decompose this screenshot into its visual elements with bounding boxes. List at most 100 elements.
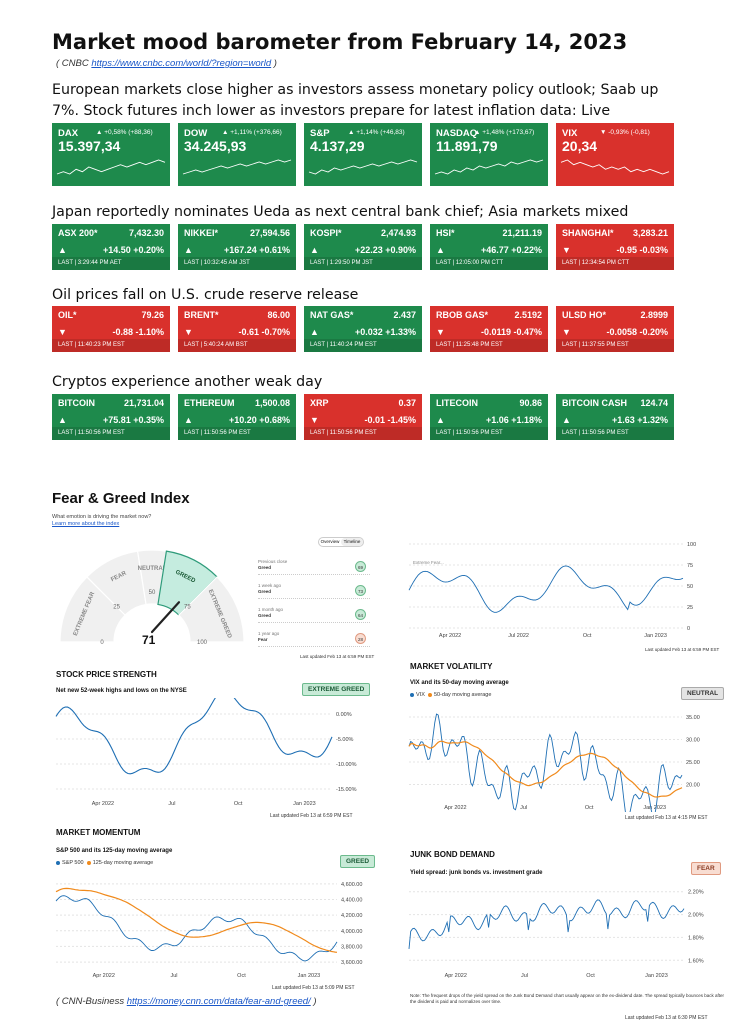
history-label: 1 month ago: [258, 607, 284, 612]
gauge-label: NEUTRAL: [138, 566, 167, 572]
y-tick-label: 0.00%: [336, 712, 352, 718]
volatility-legend: VIX 50-day moving average: [410, 692, 491, 698]
quote-tile-litecoin[interactable]: LITECOIN 90.86 ▲ +1.06 +1.18% LAST | 11:50:5…: [430, 394, 548, 440]
tile-price: 90.86: [519, 398, 542, 408]
tile-sparkline: [182, 159, 292, 175]
quote-tile-natgas[interactable]: NAT GAS* 2.437 ▲ +0.032 +1.33% LAST | 11:40:…: [304, 306, 422, 352]
arrow-down-icon: ▼: [184, 327, 193, 337]
tile-timestamp: LAST | 11:50:56 PM EST: [430, 427, 548, 440]
quote-tile-bitcoincash[interactable]: BITCOIN CASH 124.74 ▲ +1.63 +1.32% LAST | 11…: [556, 394, 674, 440]
arrow-up-icon: ▲: [184, 245, 193, 255]
quote-tile-shanghai[interactable]: SHANGHAI* 3,283.21 ▼ -0.95 -0.03% LAST | 12:…: [556, 224, 674, 270]
arrow-down-icon: ▼: [58, 327, 67, 337]
x-tick-label: Jul: [521, 973, 528, 979]
cnn-link[interactable]: https://money.cnn.com/data/fear-and-gree…: [126, 996, 311, 1007]
quote-tile-rbobgas[interactable]: RBOB GAS* 2.5192 ▼ -0.0119 -0.47% LAST | 11:…: [430, 306, 548, 352]
x-tick-label: Jan 2023: [293, 801, 316, 807]
gauge-value: 71: [142, 633, 156, 647]
tile-change: -0.01 -1.45%: [364, 415, 416, 425]
tile-price: 4.137,29: [310, 138, 365, 154]
tile-timestamp: LAST | 3:29:44 PM AET: [52, 257, 170, 270]
index-tile-nasdaq[interactable]: NASDAQ ▲ +1,48% (+173,67) 11.891,79: [430, 123, 548, 186]
cnn-suffix: ): [310, 996, 317, 1007]
index-tile-dax[interactable]: DAX ▲ +0,58% (+88,36) 15.397,34: [52, 123, 170, 186]
history-state: Greed: [258, 565, 272, 570]
tile-name: XRP: [310, 398, 329, 408]
quote-tile-ethereum[interactable]: ETHEREUM 1,500.08 ▲ +10.20 +0.68% LAST | 11:…: [178, 394, 296, 440]
tile-change: +1.63 +1.32%: [611, 415, 668, 425]
tile-price: 2,474.93: [380, 228, 416, 238]
tile-change: +167.24 +0.61%: [223, 245, 290, 255]
tile-price: 0.37: [398, 398, 416, 408]
x-tick-label: Oct: [583, 633, 592, 639]
history-state: Greed: [258, 589, 272, 594]
stock-strength-subtitle: Net new 52-week highs and lows on the NY…: [56, 688, 187, 694]
quote-tile-asx200[interactable]: ASX 200* 7,432.30 ▲ +14.50 +0.20% LAST | 3:2…: [52, 224, 170, 270]
x-tick-label: Jan 2023: [645, 973, 668, 979]
page-title: Market mood barometer from February 14, …: [52, 30, 628, 54]
quote-tile-ulsdho[interactable]: ULSD HO* 2.8999 ▼ -0.0058 -0.20% LAST | 11:3…: [556, 306, 674, 352]
x-tick-label: Apr 2022: [445, 973, 467, 979]
y-tick-label: 1.60%: [688, 958, 704, 964]
arrow-up-icon: ▲: [184, 415, 193, 425]
legend-sp500: S&P 500: [62, 860, 84, 866]
tile-price: 7,432.30: [128, 228, 164, 238]
legend-ma50-dot: [427, 692, 432, 697]
legend-sp500-dot: [56, 860, 60, 865]
quote-tile-brent[interactable]: BRENT* 86.00 ▼ -0.61 -0.70% LAST | 5:40:24 A…: [178, 306, 296, 352]
x-tick-label: Apr 2022: [444, 805, 466, 811]
index-tile-dow[interactable]: DOW ▲ +1,11% (+376,66) 34.245,93: [178, 123, 296, 186]
tile-price: 3,283.21: [632, 228, 668, 238]
toggle-overview[interactable]: Overview: [320, 539, 340, 544]
timeline-updated: Last updated Feb 13 at 6:59 PM EST: [645, 647, 720, 652]
stock-strength-chart: 0.00% -5.00% -10.00% -15.00% Apr 2022 Jul Oct J…: [55, 698, 357, 807]
legend-ma125-dot: [86, 860, 91, 865]
momentum-title: MARKET MOMENTUM: [56, 828, 141, 837]
tile-change: ▲ +1,14% (+46,83): [348, 129, 405, 136]
history-state: Fear: [258, 637, 268, 642]
x-tick-label: Oct: [234, 801, 243, 807]
fg-sub1: What emotion is driving the market now?: [52, 514, 152, 520]
tile-price: 15.397,34: [58, 138, 121, 154]
cnbc-link[interactable]: https://www.cnbc.com/world/?region=world: [91, 58, 272, 69]
toggle-timeline[interactable]: Timeline: [341, 538, 363, 546]
y-tick-label: 25.00: [686, 760, 700, 766]
x-tick-label: Jan 2023: [643, 805, 666, 811]
tile-change: +1.06 +1.18%: [485, 415, 542, 425]
history-state: Greed: [258, 613, 272, 618]
y-tick-label: 4,000.00: [341, 929, 362, 935]
tile-price: 2.437: [393, 310, 416, 320]
tile-change: +22.23 +0.90%: [354, 245, 416, 255]
x-tick-label: Oct: [586, 973, 595, 979]
quote-tile-kospi[interactable]: KOSPI* 2,474.93 ▲ +22.23 +0.90% LAST | 1:29:…: [304, 224, 422, 270]
tile-price: 79.26: [141, 310, 164, 320]
x-tick-label: Jan 2023: [298, 973, 321, 979]
quote-tile-oil[interactable]: OIL* 79.26 ▼ -0.88 -1.10% LAST | 11:40:23 PM…: [52, 306, 170, 352]
tile-name: ULSD HO*: [562, 310, 607, 320]
volatility-subtitle: VIX and its 50-day moving average: [410, 680, 509, 686]
quote-tile-xrp[interactable]: XRP 0.37 ▼ -0.01 -1.45% LAST | 11:50:56 PM E…: [304, 394, 422, 440]
tile-change: -0.95 -0.03%: [616, 245, 668, 255]
y-tick-label: 3,800.00: [341, 944, 362, 950]
fg-learn-link[interactable]: Learn more about the index: [52, 521, 120, 527]
cnn-prefix: ( CNN-Business: [56, 996, 127, 1007]
tile-timestamp: LAST | 11:37:55 PM EST: [556, 339, 674, 352]
tile-sparkline: [56, 159, 166, 175]
index-tile-vix[interactable]: VIX ▼ -0,93% (-0,81) 20,34: [556, 123, 674, 186]
tile-timestamp: LAST | 5:40:24 AM BST: [178, 339, 296, 352]
y-tick-label: -10.00%: [336, 762, 357, 768]
quote-tile-nikkei[interactable]: NIKKEI* 27,594.56 ▲ +167.24 +0.61% LAST | 10…: [178, 224, 296, 270]
tile-change: ▲ +1,11% (+376,66): [222, 129, 282, 136]
y-tick-label: 2.20%: [688, 890, 704, 896]
source-prefix: ( CNBC: [56, 58, 92, 69]
x-tick-label: Apr 2022: [92, 801, 114, 807]
tile-change: ▲ +0,58% (+88,36): [96, 129, 153, 136]
momentum-chart: 4,600.00 4,400.00 4,200.00 4,000.00 3,800.00…: [55, 882, 362, 979]
index-tile-sp[interactable]: S&P ▲ +1,14% (+46,83) 4.137,29: [304, 123, 422, 186]
tile-price: 2.5192: [514, 310, 542, 320]
quote-tile-bitcoin[interactable]: BITCOIN 21,731.04 ▲ +75.81 +0.35% LAST | 11:…: [52, 394, 170, 440]
sp500-line: [55, 895, 338, 962]
quote-tile-hsi[interactable]: HSI* 21,211.19 ▲ +46.77 +0.22% LAST | 12:05:…: [430, 224, 548, 270]
tile-name: BITCOIN CASH: [562, 398, 627, 408]
legend-ma125: 125-day moving average: [92, 860, 154, 866]
